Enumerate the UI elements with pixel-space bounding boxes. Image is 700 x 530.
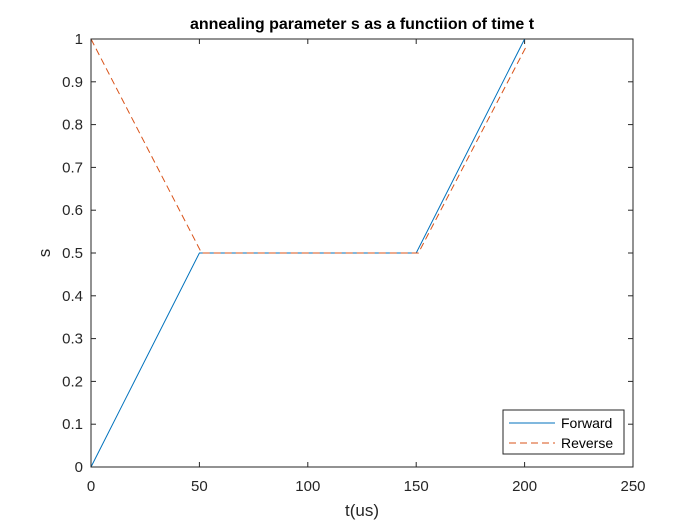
y-tick-label: 0.5	[62, 245, 83, 262]
legend-label-forward: Forward	[561, 415, 612, 431]
y-tick-label: 0.2	[62, 373, 83, 390]
legend-label-reverse: Reverse	[561, 435, 613, 451]
x-axis-label: t(us)	[345, 501, 379, 520]
plot-frame	[90, 38, 634, 468]
chart-title: annealing parameter s as a functiion of …	[190, 16, 535, 33]
y-tick-label: 0	[75, 459, 83, 476]
y-tick-label: 0.4	[62, 288, 83, 305]
y-tick-label: 0.8	[62, 117, 83, 134]
x-tick-label: 250	[620, 478, 645, 495]
x-tick-label: 100	[295, 478, 320, 495]
series-line-reverse	[90, 38, 528, 254]
x-tick-label: 0	[87, 478, 95, 495]
y-tick-label: 0.1	[62, 416, 83, 433]
y-tick-label: 0.9	[62, 74, 83, 91]
y-axis-label: s	[35, 249, 54, 258]
y-tick-label: 1	[75, 31, 83, 48]
legend-box	[502, 409, 625, 455]
x-tick-label: 200	[512, 478, 537, 495]
y-tick-label: 0.7	[62, 159, 83, 176]
legend: Forward Reverse	[502, 409, 625, 455]
x-tick-label: 50	[191, 478, 208, 495]
y-tick-label: 0.3	[62, 331, 83, 348]
x-tick-label: 150	[404, 478, 429, 495]
series-layer	[90, 38, 528, 468]
y-tick-label: 0.6	[62, 202, 83, 219]
ticks-layer: 0 50 100 150 200 250 0 0.1 0.2 0.3 0.4 0.5 0.6 0.7 0.8…	[62, 31, 645, 495]
